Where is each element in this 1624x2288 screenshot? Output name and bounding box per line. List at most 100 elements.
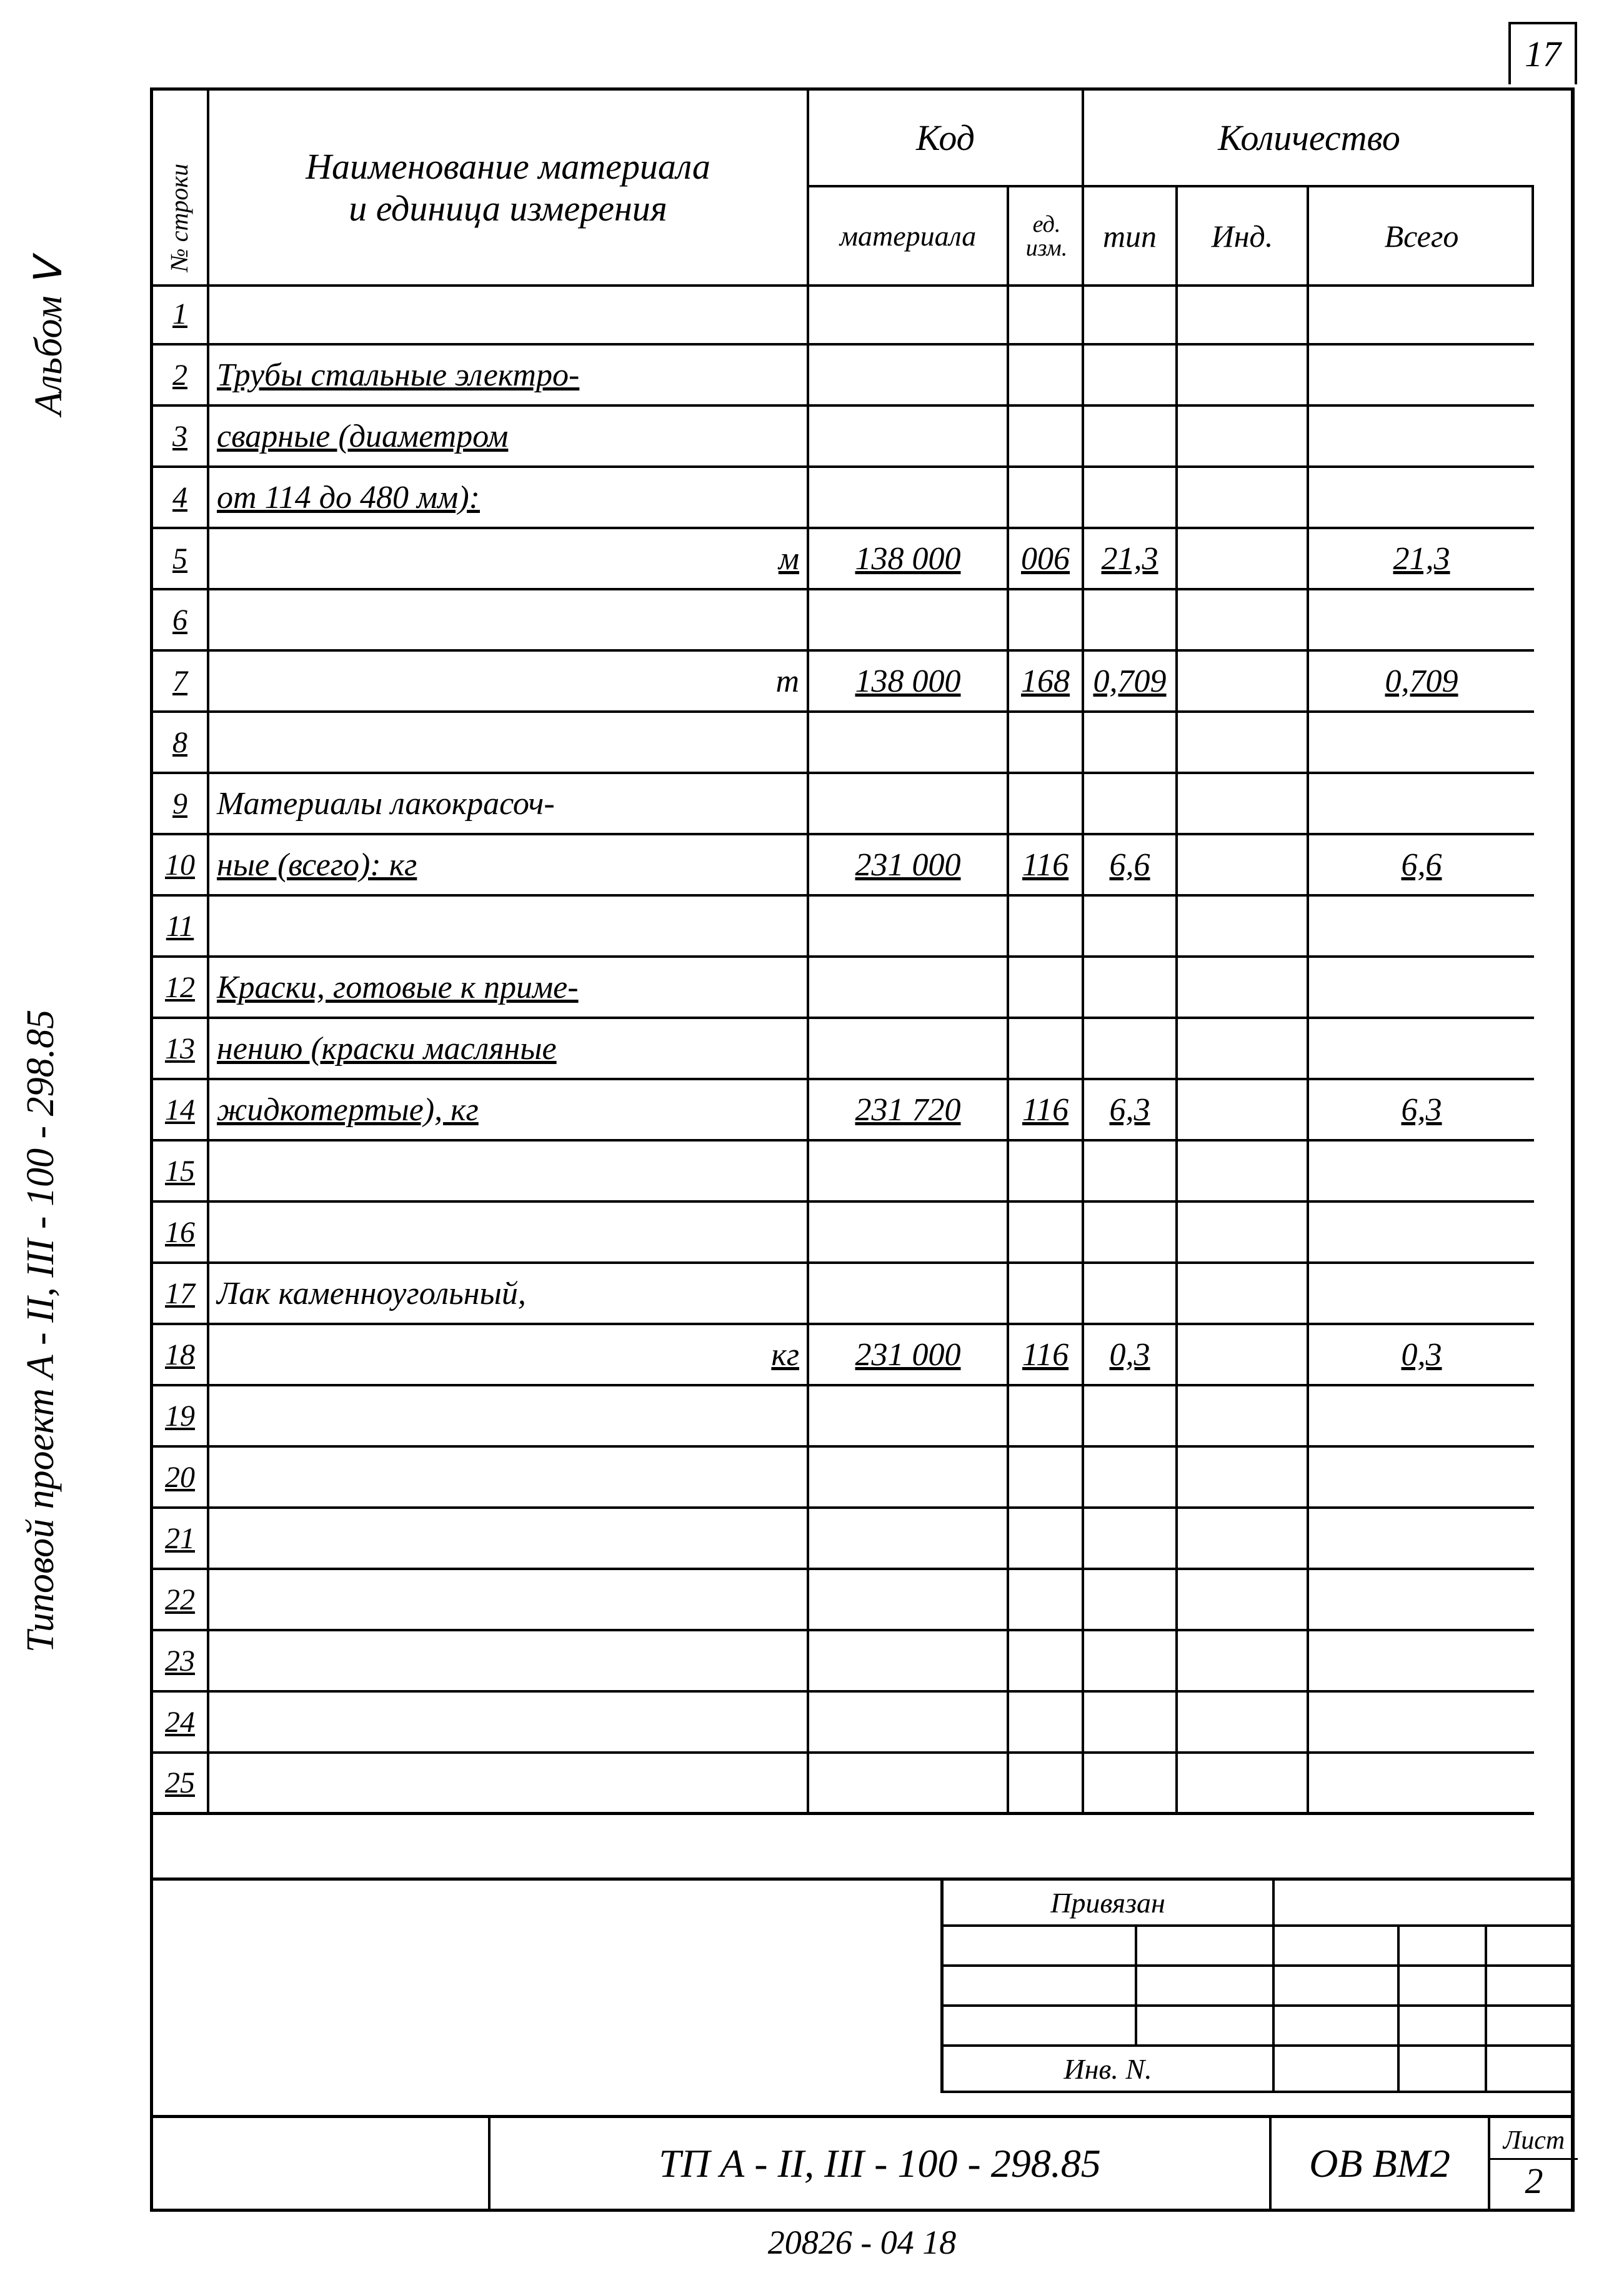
row-vsego (1309, 590, 1534, 652)
row-material (809, 1203, 1009, 1264)
row-vsego (1309, 1019, 1534, 1080)
row-name: Материалы лакокрасоч- (209, 774, 809, 835)
footer-left-stub (153, 1878, 940, 2115)
row-ind (1178, 407, 1309, 468)
table-row: 21 (153, 1509, 1571, 1570)
row-tip (1084, 1631, 1178, 1693)
row-vsego (1309, 1570, 1534, 1631)
row-edizm (1009, 1264, 1084, 1325)
list-num: 2 (1525, 2160, 1543, 2202)
row-ind (1178, 1019, 1309, 1080)
row-num: 22 (153, 1570, 209, 1631)
row-name (209, 1448, 809, 1509)
row-num: 16 (153, 1203, 209, 1264)
row-tip (1084, 958, 1178, 1019)
row-edizm (1009, 346, 1084, 407)
row-tip: 6,3 (1084, 1080, 1178, 1142)
row-tip (1084, 1203, 1178, 1264)
row-edizm (1009, 713, 1084, 774)
list-cell: Лист 2 (1490, 2118, 1578, 2209)
table-row: 24 (153, 1693, 1571, 1754)
row-material (809, 1693, 1009, 1754)
row-name: Лак каменноугольный, (209, 1264, 809, 1325)
table-row: 20 (153, 1448, 1571, 1509)
row-edizm (1009, 1509, 1084, 1570)
row-ind (1178, 1631, 1309, 1693)
row-name: нению (краски масляные (209, 1019, 809, 1080)
row-ind (1178, 1570, 1309, 1631)
header-name-line1: Наименование материала (306, 146, 710, 187)
row-ind (1178, 468, 1309, 529)
doc-suffix: ОВ ВМ2 (1272, 2118, 1490, 2209)
row-tip (1084, 1509, 1178, 1570)
table-row: 3сварные (диаметром (153, 407, 1571, 468)
inv-n-label: Инв. N. (944, 2047, 1275, 2093)
row-edizm (1009, 1631, 1084, 1693)
row-num: 13 (153, 1019, 209, 1080)
row-material (809, 1264, 1009, 1325)
header-kolich: Количество (1084, 91, 1534, 187)
table-row: 15 (153, 1142, 1571, 1203)
table-row: 10ные (всего): кг231 0001166,66,6 (153, 835, 1571, 897)
doc-code-left-empty (153, 2118, 491, 2209)
row-vsego (1309, 958, 1534, 1019)
row-material (809, 1448, 1009, 1509)
row-vsego (1309, 1386, 1534, 1448)
row-material (809, 958, 1009, 1019)
album-label: Альбом Ⅴ (25, 78, 71, 415)
row-ind (1178, 1080, 1309, 1142)
row-material (809, 1386, 1009, 1448)
row-edizm (1009, 590, 1084, 652)
header-kod-material: материала (809, 187, 1009, 284)
row-edizm (1009, 1448, 1084, 1509)
row-name (209, 1509, 809, 1570)
row-name (209, 1693, 809, 1754)
row-vsego (1309, 346, 1534, 407)
row-edizm (1009, 1142, 1084, 1203)
row-edizm (1009, 1203, 1084, 1264)
below-page-code: 20826 - 04 18 (153, 2223, 1571, 2262)
privyazan-empty (1275, 1881, 1575, 1927)
row-tip (1084, 1264, 1178, 1325)
row-ind (1178, 346, 1309, 407)
row-name: Трубы стальные электро- (209, 346, 809, 407)
row-edizm: 116 (1009, 1080, 1084, 1142)
row-name (209, 1631, 809, 1693)
row-material (809, 1019, 1009, 1080)
table-row: 25 (153, 1754, 1571, 1815)
row-num: 3 (153, 407, 209, 468)
row-edizm (1009, 958, 1084, 1019)
doc-code: ТП А - II, III - 100 - 298.85 (491, 2118, 1272, 2209)
row-name (209, 897, 809, 958)
row-name: м (209, 529, 809, 590)
row-ind (1178, 774, 1309, 835)
row-name (209, 1142, 809, 1203)
row-ind (1178, 590, 1309, 652)
header-name-line2: и единица измерения (349, 187, 667, 229)
row-vsego (1309, 897, 1534, 958)
row-num: 19 (153, 1386, 209, 1448)
row-vsego: 0,709 (1309, 652, 1534, 713)
table-row: 8 (153, 713, 1571, 774)
row-edizm: 116 (1009, 835, 1084, 897)
table-row: 23 (153, 1631, 1571, 1693)
row-num: 4 (153, 468, 209, 529)
row-name: т (209, 652, 809, 713)
table-body: 12 Трубы стальные электро-3сварные (диаме… (153, 284, 1571, 1815)
row-vsego (1309, 774, 1534, 835)
header-kod: Код (809, 91, 1084, 187)
header-kol-ind: Инд. (1178, 187, 1309, 284)
row-name (209, 1754, 809, 1815)
row-num: 6 (153, 590, 209, 652)
privyazan-label: Привязан (944, 1881, 1275, 1927)
row-tip (1084, 1448, 1178, 1509)
row-edizm (1009, 774, 1084, 835)
row-material (809, 468, 1009, 529)
row-edizm: 168 (1009, 652, 1084, 713)
row-material (809, 897, 1009, 958)
row-edizm (1009, 1754, 1084, 1815)
title-block: Привязан Инв. N. ТП А - II, III - 100 - … (153, 1878, 1571, 2209)
row-num: 24 (153, 1693, 209, 1754)
table-row: 19 (153, 1386, 1571, 1448)
row-num: 12 (153, 958, 209, 1019)
